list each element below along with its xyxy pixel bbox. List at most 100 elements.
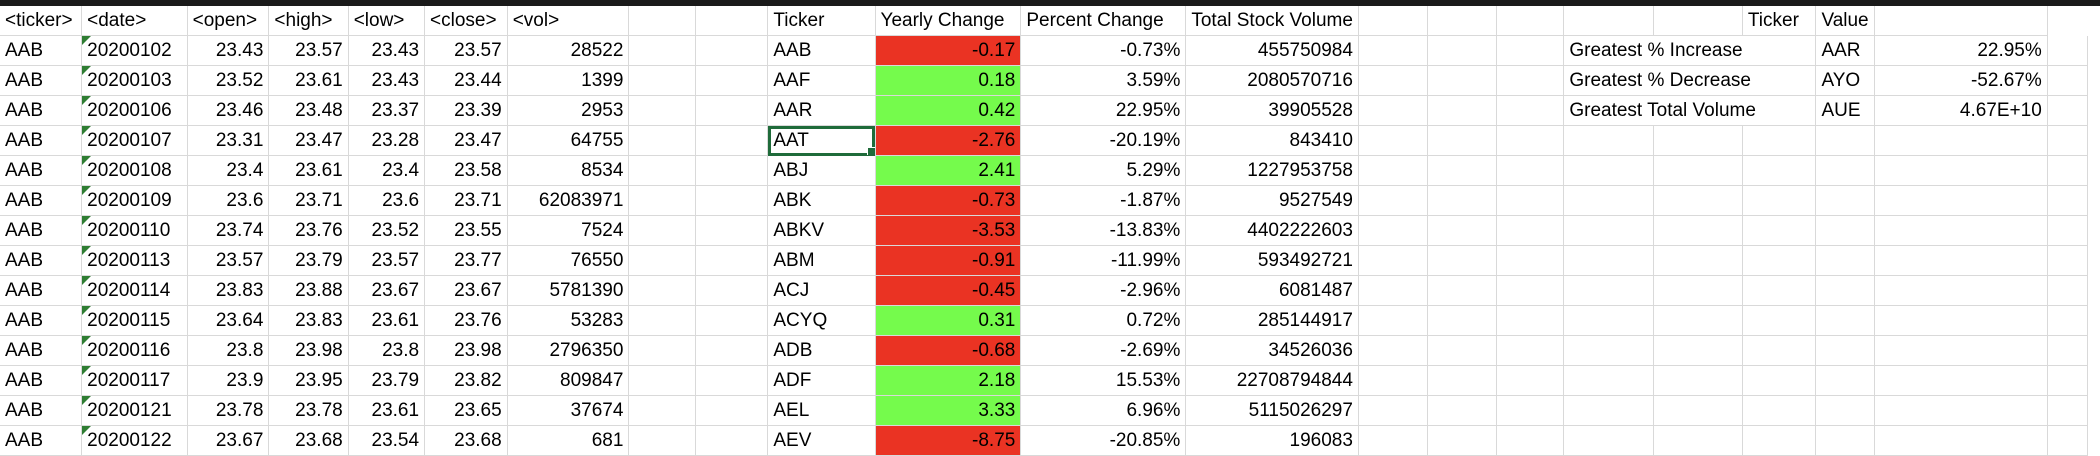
date-cell[interactable]: 20200122 xyxy=(81,425,188,456)
vol-cell[interactable]: 5781390 xyxy=(507,275,630,306)
empty-cell[interactable] xyxy=(1742,275,1817,306)
empty-cell[interactable] xyxy=(1874,185,2048,216)
yearly-change-cell[interactable]: 0.42 xyxy=(875,95,1022,126)
empty-cell[interactable] xyxy=(628,305,697,336)
total-volume-cell[interactable]: 34526036 xyxy=(1185,335,1359,366)
empty-cell[interactable] xyxy=(1563,125,1654,156)
low-cell[interactable]: 23.57 xyxy=(348,245,426,276)
empty-cell[interactable] xyxy=(1358,365,1428,396)
high-cell[interactable]: 23.68 xyxy=(268,425,349,456)
column-header[interactable]: Total Stock Volume xyxy=(1185,6,1359,36)
empty-cell[interactable] xyxy=(2047,335,2089,366)
empty-cell[interactable] xyxy=(2047,215,2089,246)
high-cell[interactable]: 23.98 xyxy=(268,335,349,366)
yearly-change-cell[interactable]: -2.76 xyxy=(875,125,1022,156)
percent-change-cell[interactable]: 6.96% xyxy=(1020,395,1187,426)
empty-cell[interactable] xyxy=(1358,35,1428,66)
empty-cell[interactable] xyxy=(1742,245,1817,276)
ticker-cell[interactable]: AAB xyxy=(0,275,83,306)
summary-ticker-cell[interactable]: AAF xyxy=(767,65,876,96)
low-cell[interactable]: 23.43 xyxy=(348,65,426,96)
ticker-cell[interactable]: AAB xyxy=(0,395,83,426)
low-cell[interactable]: 23.52 xyxy=(348,215,426,246)
empty-cell[interactable] xyxy=(1563,245,1654,276)
total-volume-cell[interactable]: 455750984 xyxy=(1185,35,1359,66)
yearly-change-cell[interactable]: -0.91 xyxy=(875,245,1022,276)
ticker-cell[interactable]: AAB xyxy=(0,335,83,366)
total-volume-cell[interactable]: 22708794844 xyxy=(1185,365,1359,396)
high-cell[interactable]: 23.61 xyxy=(268,155,349,186)
vol-cell[interactable]: 28522 xyxy=(507,35,630,66)
empty-cell[interactable] xyxy=(1742,425,1817,456)
empty-cell[interactable] xyxy=(1496,335,1565,366)
total-volume-cell[interactable]: 843410 xyxy=(1185,125,1359,156)
empty-cell[interactable] xyxy=(695,65,769,96)
empty-cell[interactable] xyxy=(1874,155,2048,186)
percent-change-cell[interactable]: 3.59% xyxy=(1020,65,1187,96)
column-header[interactable]: Value xyxy=(1815,6,1875,36)
empty-cell[interactable] xyxy=(1563,425,1654,456)
close-cell[interactable]: 23.68 xyxy=(424,425,508,456)
empty-cell[interactable] xyxy=(1815,245,1875,276)
empty-cell[interactable] xyxy=(1496,365,1565,396)
vol-cell[interactable]: 2953 xyxy=(507,95,630,126)
empty-cell[interactable] xyxy=(628,95,697,126)
empty-cell[interactable] xyxy=(1742,335,1817,366)
spreadsheet-grid[interactable]: <ticker> <date> <open> <high> <low> <close> <v… xyxy=(0,6,2100,456)
high-cell[interactable]: 23.76 xyxy=(268,215,349,246)
empty-cell[interactable] xyxy=(1874,6,2048,36)
close-cell[interactable]: 23.65 xyxy=(424,395,508,426)
empty-cell[interactable] xyxy=(628,425,697,456)
empty-cell[interactable] xyxy=(1563,155,1654,186)
high-cell[interactable]: 23.78 xyxy=(268,395,349,426)
date-cell[interactable]: 20200107 xyxy=(81,125,188,156)
vol-cell[interactable]: 809847 xyxy=(507,365,630,396)
open-cell[interactable]: 23.64 xyxy=(187,305,270,336)
summary-ticker-cell[interactable]: ABM xyxy=(767,245,876,276)
empty-cell[interactable] xyxy=(1358,425,1428,456)
empty-cell[interactable] xyxy=(1563,395,1654,426)
open-cell[interactable]: 23.83 xyxy=(187,275,270,306)
empty-cell[interactable] xyxy=(695,365,769,396)
open-cell[interactable]: 23.67 xyxy=(187,425,270,456)
yearly-change-cell[interactable]: 3.33 xyxy=(875,395,1022,426)
ticker-cell[interactable]: AAB xyxy=(0,245,83,276)
empty-cell[interactable] xyxy=(2047,155,2089,186)
yearly-change-cell[interactable]: -8.75 xyxy=(875,425,1022,456)
empty-cell[interactable] xyxy=(1874,245,2048,276)
greatest-label-cell[interactable]: Greatest Total Volume xyxy=(1563,95,1817,126)
low-cell[interactable]: 23.8 xyxy=(348,335,426,366)
yearly-change-cell[interactable]: 2.41 xyxy=(875,155,1022,186)
vol-cell[interactable]: 53283 xyxy=(507,305,630,336)
date-cell[interactable]: 20200121 xyxy=(81,395,188,426)
vol-cell[interactable]: 62083971 xyxy=(507,185,630,216)
percent-change-cell[interactable]: -13.83% xyxy=(1020,215,1187,246)
empty-cell[interactable] xyxy=(1742,365,1817,396)
open-cell[interactable]: 23.57 xyxy=(187,245,270,276)
empty-cell[interactable] xyxy=(1563,6,1654,36)
empty-cell[interactable] xyxy=(1427,215,1498,246)
close-cell[interactable]: 23.82 xyxy=(424,365,508,396)
greatest-value-cell[interactable]: -52.67% xyxy=(1874,65,2048,96)
empty-cell[interactable] xyxy=(695,275,769,306)
empty-cell[interactable] xyxy=(1496,185,1565,216)
empty-cell[interactable] xyxy=(1563,305,1654,336)
empty-cell[interactable] xyxy=(628,245,697,276)
empty-cell[interactable] xyxy=(1815,305,1875,336)
empty-cell[interactable] xyxy=(1653,305,1743,336)
percent-change-cell[interactable]: 15.53% xyxy=(1020,365,1187,396)
high-cell[interactable]: 23.61 xyxy=(268,65,349,96)
open-cell[interactable]: 23.4 xyxy=(187,155,270,186)
high-cell[interactable]: 23.95 xyxy=(268,365,349,396)
empty-cell[interactable] xyxy=(695,6,769,36)
date-cell[interactable]: 20200109 xyxy=(81,185,188,216)
empty-cell[interactable] xyxy=(1496,6,1565,36)
empty-cell[interactable] xyxy=(1563,215,1654,246)
percent-change-cell[interactable]: 0.72% xyxy=(1020,305,1187,336)
empty-cell[interactable] xyxy=(2047,425,2089,456)
empty-cell[interactable] xyxy=(1742,215,1817,246)
greatest-value-cell[interactable]: 22.95% xyxy=(1874,35,2048,66)
close-cell[interactable]: 23.47 xyxy=(424,125,508,156)
empty-cell[interactable] xyxy=(1358,215,1428,246)
total-volume-cell[interactable]: 5115026297 xyxy=(1185,395,1359,426)
